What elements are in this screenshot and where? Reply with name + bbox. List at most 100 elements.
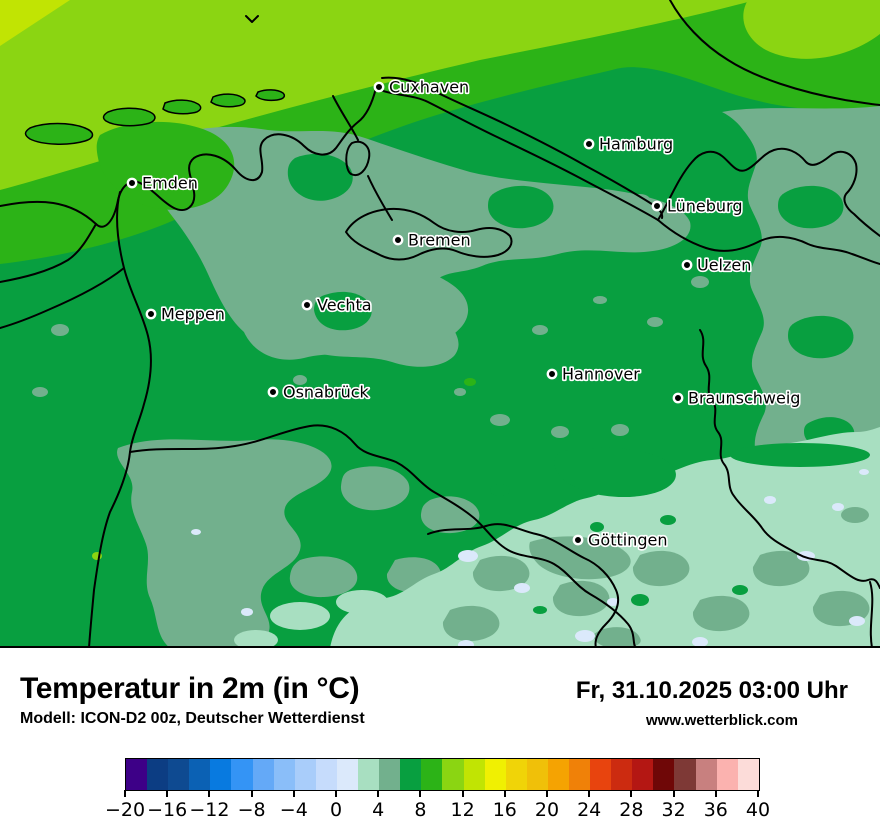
city-dot <box>145 308 157 320</box>
city-label: Hamburg <box>599 135 673 154</box>
city-label: Hannover <box>562 365 640 384</box>
legend-segment <box>653 759 675 790</box>
city-marker: Hannover <box>546 363 642 385</box>
city-marker: Göttingen <box>572 529 669 551</box>
legend-segment <box>379 759 401 790</box>
legend-tick <box>292 790 295 797</box>
city-label: Emden <box>142 174 198 193</box>
legend-segment <box>716 759 738 790</box>
city-marker: Meppen <box>145 303 227 325</box>
datetime-label: Fr, 31.10.2025 03:00 Uhr <box>575 677 848 704</box>
legend-tick <box>757 790 759 797</box>
city-label: Osnabrück <box>283 383 370 402</box>
legend-tick-label: 28 <box>619 799 644 821</box>
city-dot <box>373 81 385 93</box>
hamburg-border-south <box>657 219 880 265</box>
legend-segment <box>547 759 569 790</box>
legend-segment <box>294 759 316 790</box>
legend-segment <box>336 759 359 790</box>
legend-segment <box>210 759 232 790</box>
temperature-map: Cuxhaven Hamburg Emden Lüneburg Bremen Uelzen… <box>0 0 880 648</box>
legend-tick-label: −12 <box>189 799 230 821</box>
legend-segment <box>231 759 253 790</box>
legend-tick <box>250 790 253 797</box>
state-border-east <box>699 329 880 589</box>
nl-border-branch-2 <box>0 223 97 283</box>
temp-0-2-flecks <box>191 469 869 648</box>
city-dot <box>681 259 693 271</box>
city-dot <box>572 534 584 546</box>
legend-tick <box>672 790 675 797</box>
legend-tick <box>461 790 464 797</box>
bremen-border <box>345 207 513 261</box>
coast-northeast <box>669 0 880 106</box>
page-title: Temperatur in 2m (in °C) <box>20 672 360 705</box>
sage-region-southwest <box>117 439 332 648</box>
city-label: Vechta <box>317 296 372 315</box>
legend-tick-label: 24 <box>577 799 602 821</box>
temperature-color-scale <box>125 758 760 791</box>
legend-tick <box>335 790 337 797</box>
legend-tick-label: −20 <box>104 799 146 821</box>
city-label: Göttingen <box>588 531 667 550</box>
legend-tick-label: 16 <box>492 799 517 821</box>
legend-segment <box>126 759 148 790</box>
legend-segment <box>273 759 295 790</box>
temp-patch-10-12-northeast <box>743 0 880 59</box>
legend-tick-label: 4 <box>372 799 385 821</box>
nl-border <box>88 191 152 648</box>
legend-segment <box>526 759 548 790</box>
city-label: Lüneburg <box>667 197 743 216</box>
legend-tick <box>588 790 591 797</box>
legend-segment <box>400 759 422 790</box>
legend-tick <box>208 790 211 797</box>
legend-tick <box>503 790 506 797</box>
city-dot <box>672 392 684 404</box>
legend-segment <box>442 759 464 790</box>
sage-over-pale <box>442 507 870 648</box>
city-marker: Lüneburg <box>651 195 744 217</box>
city-label: Meppen <box>161 305 225 324</box>
legend-segment <box>568 759 591 790</box>
city-marker: Uelzen <box>681 254 753 276</box>
legend-segment <box>737 759 759 790</box>
legend-segment <box>168 759 190 790</box>
legend-segment <box>674 759 696 790</box>
temp-6-8-spots <box>287 153 855 450</box>
legend-tick <box>166 790 169 797</box>
city-marker: Braunschweig <box>672 387 802 409</box>
state-border-goettingen <box>427 523 620 648</box>
legend-tick-label: −4 <box>279 799 308 821</box>
legend-tick <box>714 790 717 797</box>
legend-segment <box>463 759 485 790</box>
legend-segment <box>358 759 380 790</box>
legend-segment <box>147 759 169 790</box>
city-markers: Cuxhaven Hamburg Emden Lüneburg Bremen Uelzen… <box>126 76 802 551</box>
city-label: Uelzen <box>697 256 751 275</box>
legend-tick <box>630 790 633 797</box>
legend-segment <box>632 759 654 790</box>
city-marker: Osnabrück <box>267 381 371 403</box>
city-marker: Bremen <box>392 229 472 251</box>
legend-tick-label: 8 <box>414 799 427 821</box>
borders <box>0 0 880 648</box>
city-marker: Emden <box>126 172 199 194</box>
legend-tick <box>546 790 548 797</box>
legend-segment <box>611 759 633 790</box>
state-border-south <box>129 424 637 648</box>
elbe-south-bank <box>375 87 659 221</box>
legend-segment <box>484 759 506 790</box>
city-dot <box>267 386 279 398</box>
bremerhaven-border <box>345 140 371 176</box>
model-info: Modell: ICON-D2 00z, Deutscher Wetterdie… <box>20 710 365 727</box>
legend-segment <box>505 759 527 790</box>
legend-tick <box>377 790 380 797</box>
wadden-islands <box>24 89 286 145</box>
city-dot <box>126 177 138 189</box>
city-marker: Hamburg <box>583 133 675 155</box>
nl-border-branch-1 <box>0 267 125 329</box>
city-dot <box>651 200 663 212</box>
city-marker: Vechta <box>301 294 373 316</box>
legend-tick <box>124 790 126 797</box>
